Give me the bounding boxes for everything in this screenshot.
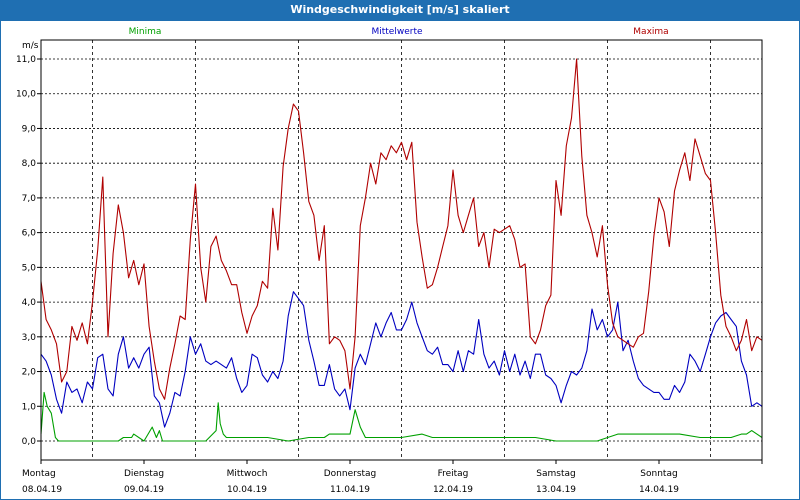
y-tick-label: 2,0 xyxy=(22,368,37,378)
legend-mittelwerte: Mittelwerte xyxy=(371,27,422,37)
x-date-label: 10.04.19 xyxy=(227,485,267,495)
y-tick-label: 4,0 xyxy=(22,298,37,308)
legend-maxima: Maxima xyxy=(633,27,668,37)
x-day-label: Montag xyxy=(22,469,56,479)
y-tick-label: 11,0 xyxy=(16,55,36,65)
x-day-label: Sonntag xyxy=(640,469,677,479)
x-date-label: 13.04.19 xyxy=(536,485,576,495)
x-date-label: 08.04.19 xyxy=(22,485,62,495)
x-day-label: Freitag xyxy=(438,469,469,479)
plot-border xyxy=(40,39,763,461)
x-date-label: 09.04.19 xyxy=(124,485,164,495)
y-unit-label: m/s xyxy=(22,41,39,51)
y-tick-label: 3,0 xyxy=(22,333,37,343)
series-line-mittelwerte xyxy=(40,291,763,428)
x-date-label: 12.04.19 xyxy=(433,485,473,495)
y-tick-label: 0,0 xyxy=(22,437,37,447)
y-tick-label: 9,0 xyxy=(22,124,37,134)
x-day-label: Samstag xyxy=(536,469,575,479)
x-day-label: Mittwoch xyxy=(227,469,268,479)
y-tick-label: 7,0 xyxy=(22,194,37,204)
y-tick-label: 1,0 xyxy=(22,402,37,412)
y-tick-label: 6,0 xyxy=(22,229,37,239)
x-day-label: Dienstag xyxy=(124,469,164,479)
series-line-maxima xyxy=(40,58,763,400)
y-tick-label: 10,0 xyxy=(16,90,36,100)
x-day-label: Donnerstag xyxy=(324,469,377,479)
y-tick-label: 5,0 xyxy=(22,263,37,273)
legend-minima: Minima xyxy=(129,27,162,37)
y-tick-label: 8,0 xyxy=(22,159,37,169)
chart-title: Windgeschwindigkeit [m/s] skaliert xyxy=(0,0,800,20)
x-date-label: 11.04.19 xyxy=(330,485,370,495)
series-line-minima xyxy=(40,391,763,442)
x-date-label: 14.04.19 xyxy=(639,485,679,495)
